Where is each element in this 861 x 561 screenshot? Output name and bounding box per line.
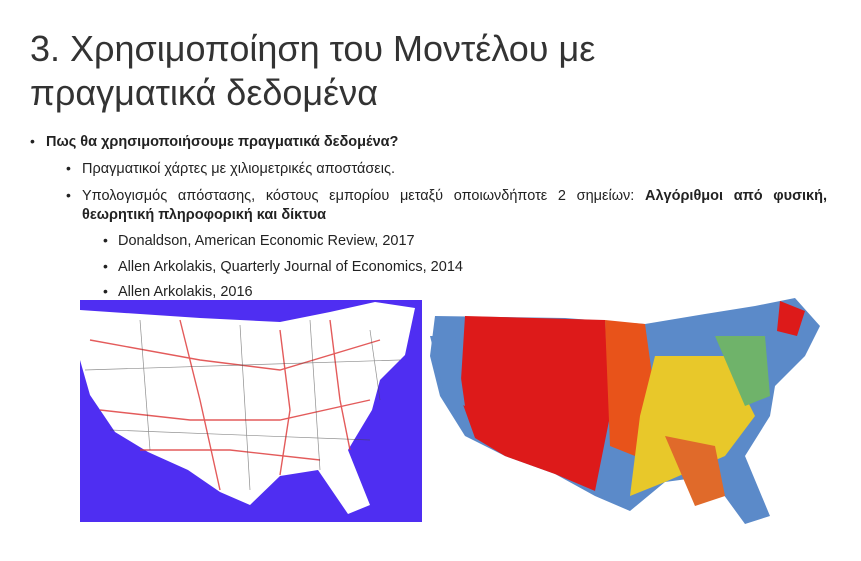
bullet: Πραγματικοί χάρτες με χιλιομετρικές αποσ… — [82, 160, 395, 179]
bullet: Donaldson, American Economic Review, 201… — [118, 233, 415, 249]
bullet-dot: • — [66, 187, 71, 203]
bullet-text: Πραγματικοί χάρτες με χιλιομετρικές αποσ… — [82, 161, 395, 177]
bullet-dot: • — [103, 258, 108, 274]
bullet-dot: • — [30, 133, 35, 149]
bullet: Allen Arkolakis, 2016 — [118, 284, 253, 300]
bullet-dot: • — [103, 283, 108, 299]
slide-title: 3. Χρησιμοποίηση του Μοντέλου με — [30, 28, 596, 69]
bullet: Πως θα χρησιμοποιήσουμε πραγματικά δεδομ… — [46, 134, 399, 150]
county-map — [430, 298, 820, 524]
bullet-dot: • — [66, 160, 71, 176]
slide-title: πραγματικά δεδομένα — [30, 72, 379, 113]
bullet-text-bold: Αλγόριθμοι από φυσική, θεωρητική πληροφο… — [82, 188, 827, 223]
bullet: Υπολογισμός απόστασης, κόστους εμπορίου … — [82, 187, 827, 225]
bullet: Allen Arkolakis, Quarterly Journal of Ec… — [118, 259, 463, 275]
bullet-text: Υπολογισμός απόστασης, κόστους εμπορίου … — [82, 188, 645, 204]
road-map — [80, 300, 422, 522]
bullet-dot: • — [103, 232, 108, 248]
